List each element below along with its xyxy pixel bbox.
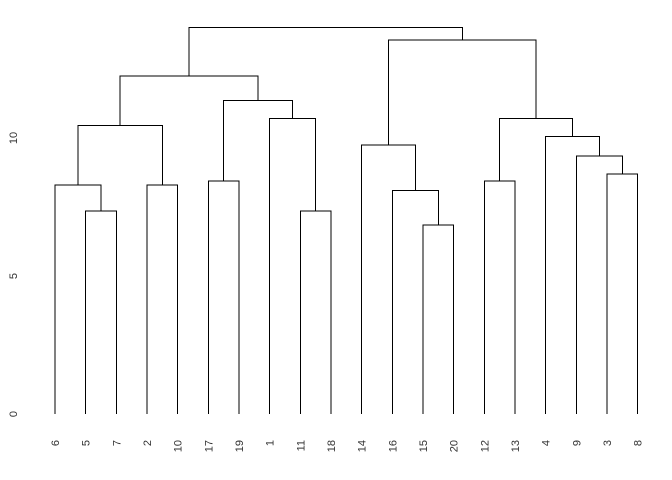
cluster-link — [299, 210, 332, 414]
cluster-link — [207, 180, 240, 414]
leaf-label: 2 — [142, 440, 154, 446]
cluster-link — [361, 144, 416, 414]
cluster-link — [223, 100, 294, 181]
cluster-link — [85, 210, 117, 414]
leaf-label: 20 — [449, 440, 461, 452]
cluster-link — [77, 125, 163, 185]
leaf-label: 11 — [295, 440, 307, 451]
cluster-link — [269, 118, 317, 414]
leaf-label: 6 — [50, 440, 62, 446]
leaf-label: 17 — [203, 440, 215, 452]
y-axis-tick-label: 5 — [8, 273, 20, 279]
cluster-link — [575, 155, 623, 414]
y-axis-tick-label: 10 — [8, 132, 20, 144]
cluster-link — [606, 173, 639, 414]
cluster-link — [391, 189, 439, 414]
leaf-label: 7 — [111, 440, 123, 446]
cluster-link — [545, 136, 600, 414]
leaf-label: 4 — [541, 440, 553, 446]
leaf-label: 19 — [234, 440, 246, 452]
leaf-label: 1 — [265, 440, 277, 446]
leaf-label: 18 — [326, 440, 338, 452]
leaf-label: 13 — [510, 440, 522, 452]
leaf-label: 14 — [357, 440, 369, 452]
leaf-label: 12 — [479, 440, 491, 452]
leaf-label: 16 — [387, 440, 399, 452]
cluster-link — [483, 180, 516, 414]
y-axis-tick-label: 0 — [8, 411, 20, 417]
leaf-label: 3 — [602, 440, 614, 446]
cluster-link — [146, 184, 179, 414]
cluster-link — [388, 39, 537, 145]
leaf-label: 9 — [571, 440, 583, 446]
leaf-label: 10 — [173, 440, 185, 452]
cluster-link — [54, 184, 102, 414]
cluster-link — [188, 27, 463, 76]
leaf-label: 8 — [633, 440, 645, 446]
cluster-link — [499, 118, 574, 181]
leaf-label: 15 — [418, 440, 430, 452]
cluster-link — [422, 224, 455, 414]
leaf-label: 5 — [81, 440, 93, 446]
